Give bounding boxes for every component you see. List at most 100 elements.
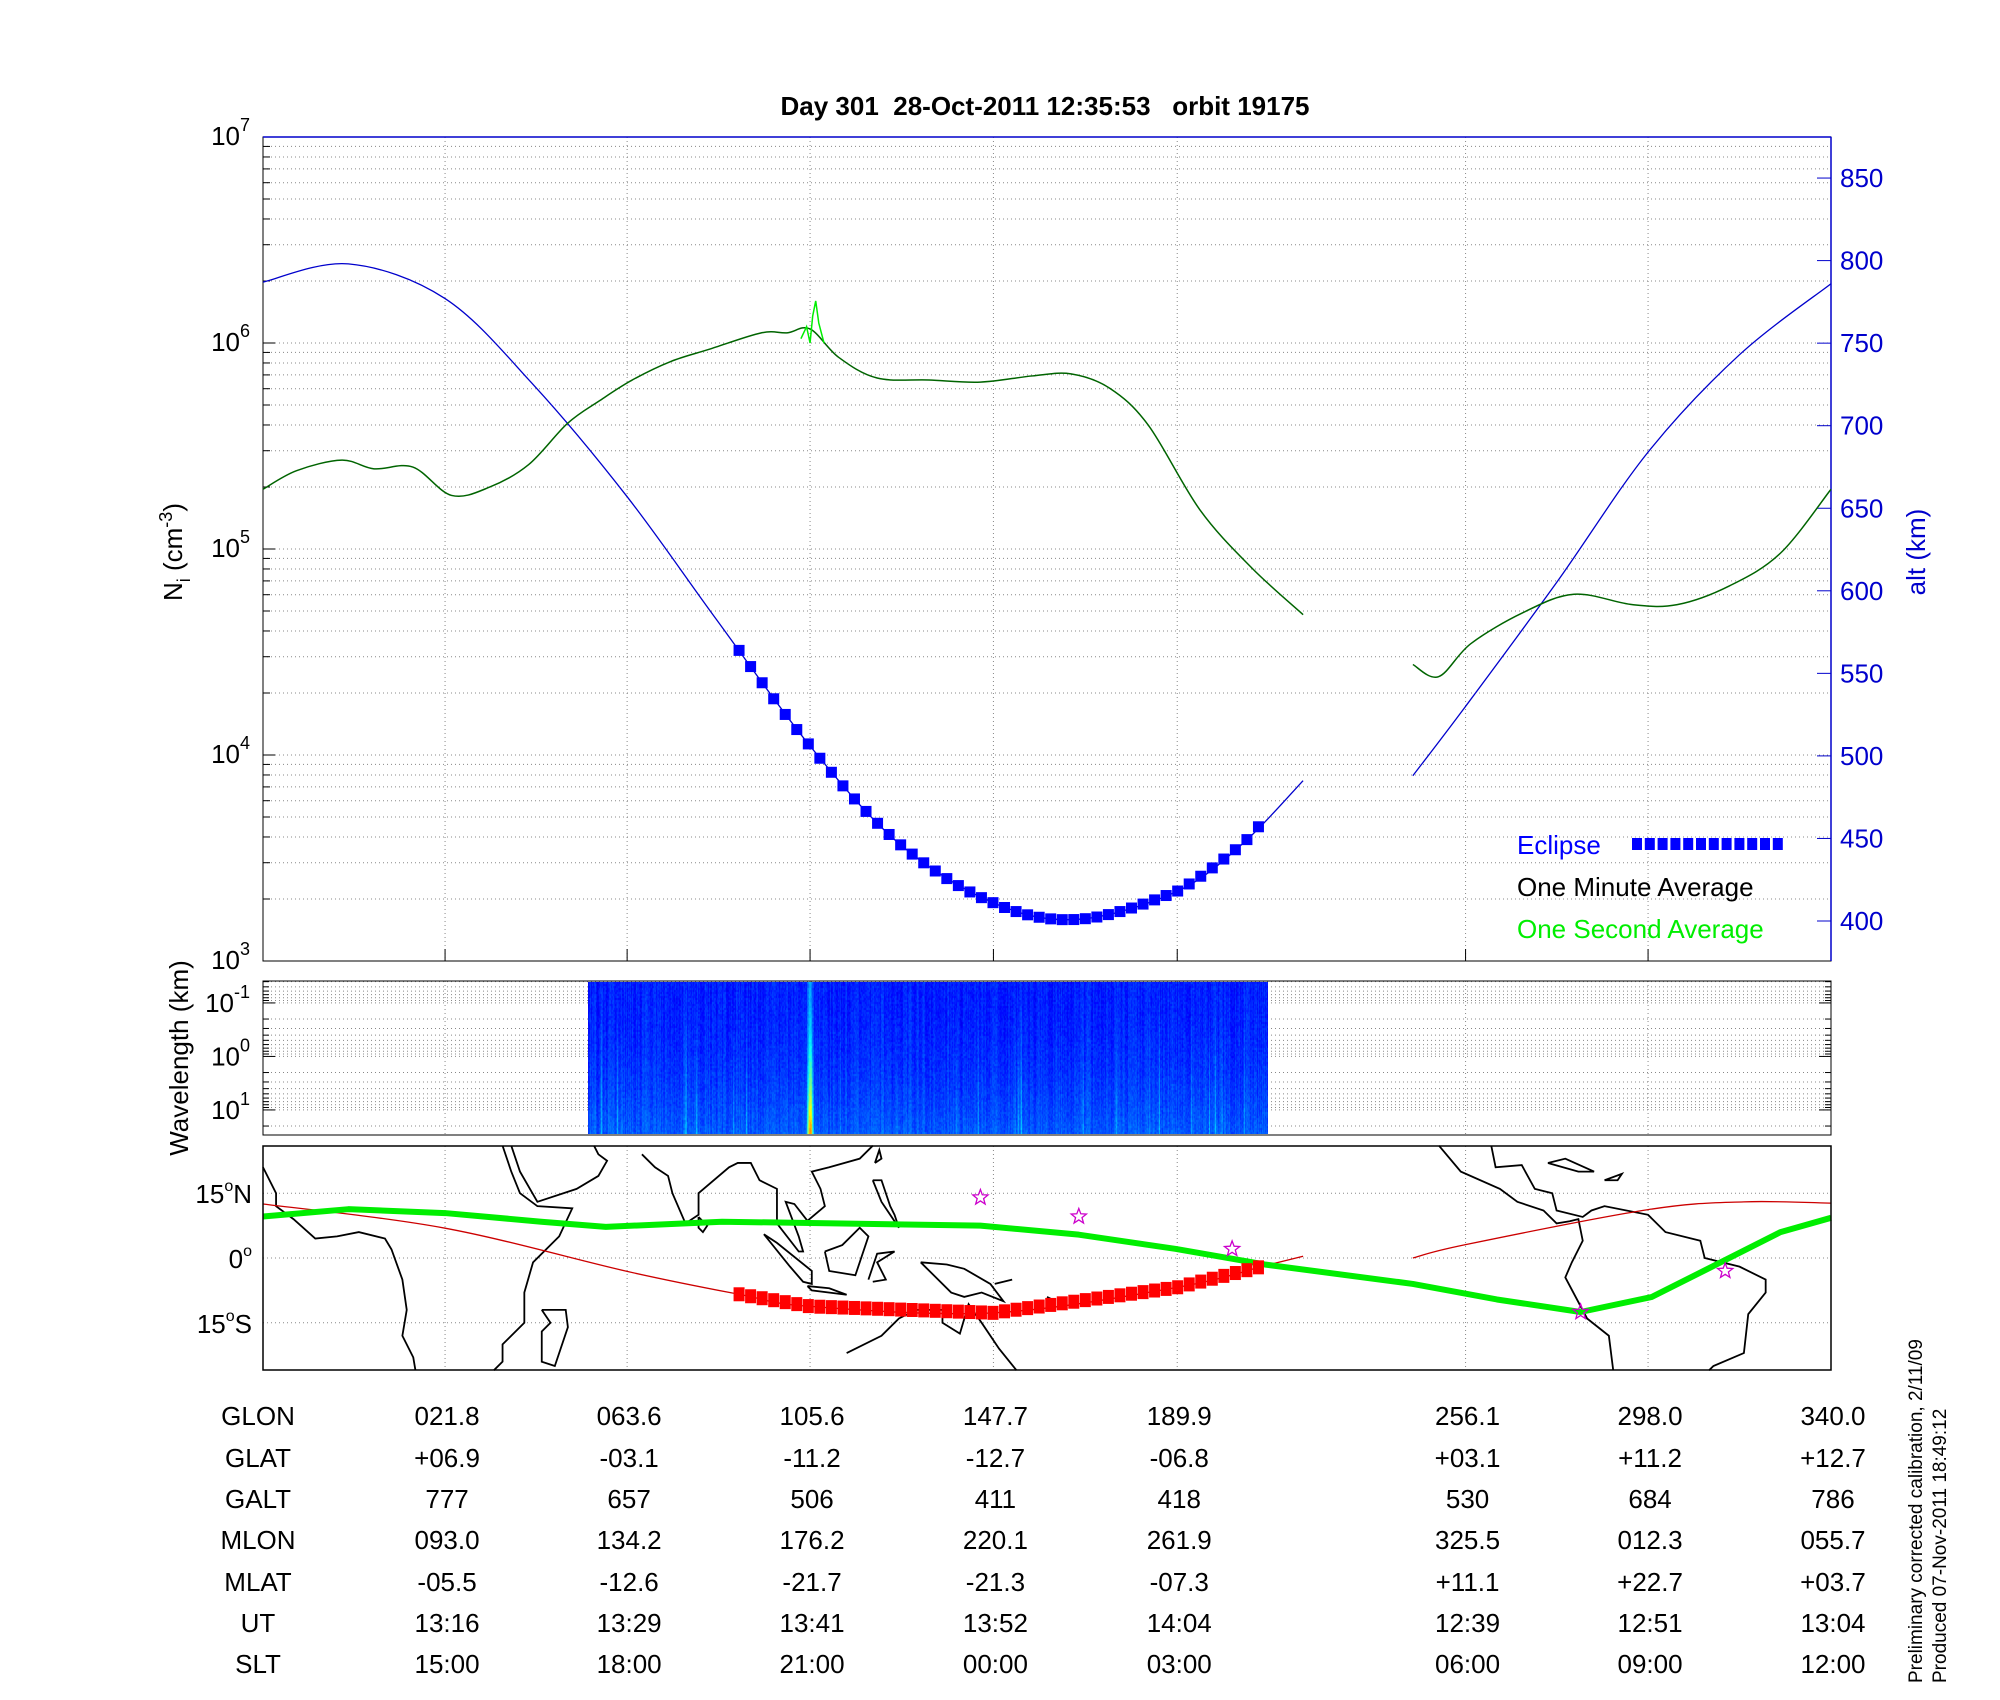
footer-line2: Produced 07-Nov-2011 18:49:12 xyxy=(1930,1409,1951,1683)
eclipse-marker xyxy=(895,839,907,851)
eclipse-track-marker xyxy=(791,1297,803,1312)
eclipse-marker xyxy=(779,708,791,720)
eclipse-track-marker xyxy=(1160,1281,1172,1296)
eclipse-marker xyxy=(825,766,837,778)
y-tick-base: 10 xyxy=(211,739,240,769)
coastline xyxy=(867,1250,896,1283)
eclipse-marker xyxy=(1183,878,1195,890)
table-cell: -21.7 xyxy=(782,1567,841,1597)
eclipse-marker xyxy=(1218,853,1230,865)
coastline xyxy=(994,1278,1013,1285)
y2-tick-label: 750 xyxy=(1840,328,1883,358)
table-cell: +03.7 xyxy=(1800,1567,1866,1597)
eclipse-marker xyxy=(814,752,826,764)
eclipse-track-marker xyxy=(1022,1301,1034,1316)
y2-tick-label: 550 xyxy=(1840,658,1883,688)
table-cell: 147.7 xyxy=(963,1401,1028,1431)
table-cell: +12.7 xyxy=(1800,1443,1866,1473)
table-cell: +11.1 xyxy=(1436,1567,1500,1597)
spectrogram-y-tick-label: 100 xyxy=(211,1035,250,1071)
table-cell: 13:16 xyxy=(415,1608,480,1638)
y-tick-exponent: 6 xyxy=(240,321,250,341)
table-cell: 13:41 xyxy=(780,1608,845,1638)
coastline xyxy=(540,1308,569,1368)
y-tick-exponent: 1 xyxy=(240,1089,250,1109)
legend-eclipse-marker xyxy=(1734,838,1745,850)
row-label-glat: GLAT xyxy=(225,1443,291,1473)
eclipse-track-marker xyxy=(745,1289,757,1304)
eclipse-track-marker xyxy=(848,1300,860,1315)
legend-eclipse-marker xyxy=(1670,838,1681,850)
y-tick-exponent: 7 xyxy=(240,115,250,135)
eclipse-track-marker xyxy=(1068,1294,1080,1309)
table-cell: 14:04 xyxy=(1147,1608,1212,1638)
eclipse-marker xyxy=(1114,906,1126,918)
coastline xyxy=(871,1179,900,1229)
coastline xyxy=(262,1166,417,1371)
eclipse-marker xyxy=(1033,911,1045,923)
y-tick-base: 10 xyxy=(211,1041,240,1071)
star-marker xyxy=(1715,1261,1735,1279)
altitude-line xyxy=(1412,283,1832,777)
table-cell: 105.6 xyxy=(780,1401,845,1431)
table-cell: 21:00 xyxy=(780,1649,845,1679)
eclipse-marker xyxy=(860,805,872,817)
eclipse-track-marker xyxy=(895,1302,907,1317)
eclipse-marker xyxy=(837,780,849,792)
eclipse-marker xyxy=(918,857,930,869)
table-cell: 13:52 xyxy=(963,1608,1028,1638)
eclipse-track-marker xyxy=(768,1293,780,1308)
y2-tick-label: 700 xyxy=(1840,411,1883,441)
table-cell: 530 xyxy=(1446,1484,1489,1514)
y2-tick-label: 450 xyxy=(1840,823,1883,853)
y-label-sub: i xyxy=(174,578,194,582)
table-cell: 18:00 xyxy=(597,1649,662,1679)
eclipse-marker xyxy=(1056,914,1068,926)
eclipse-marker xyxy=(999,901,1011,913)
table-cell: 055.7 xyxy=(1800,1525,1865,1555)
table-cell: 189.9 xyxy=(1147,1401,1212,1431)
table-cell: +06.9 xyxy=(414,1443,480,1473)
table-cell: 657 xyxy=(607,1484,650,1514)
coastline xyxy=(493,1145,574,1371)
y-label-unit-sup: -3 xyxy=(156,512,176,528)
y-tick-base: 10 xyxy=(211,1095,240,1125)
legend-eclipse-marker xyxy=(1747,838,1758,850)
spectrogram-y-tick-label: 10-1 xyxy=(205,982,250,1018)
eclipse-marker xyxy=(1010,906,1022,918)
row-label-glon: GLON xyxy=(221,1401,295,1431)
latitude-degrees: 15 xyxy=(197,1309,226,1339)
coastline xyxy=(1604,1171,1625,1182)
eclipse-marker xyxy=(1160,890,1172,902)
coastline xyxy=(920,1261,1007,1304)
table-cell: -12.6 xyxy=(599,1567,658,1597)
eclipse-marker xyxy=(756,677,768,689)
table-cell: 093.0 xyxy=(415,1525,480,1555)
eclipse-marker xyxy=(952,880,964,892)
map-frame xyxy=(262,1145,1832,1371)
table-cell: 411 xyxy=(975,1484,1016,1514)
y2-tick-label: 850 xyxy=(1840,163,1883,193)
table-cell: 12:51 xyxy=(1618,1608,1683,1638)
eclipse-marker xyxy=(1022,909,1034,921)
y-tick-exponent: 5 xyxy=(240,527,250,547)
y-tick-label: 107 xyxy=(211,115,250,151)
table-cell: 00:00 xyxy=(963,1649,1028,1679)
eclipse-track-marker xyxy=(1102,1289,1114,1304)
table-cell: +22.7 xyxy=(1617,1567,1683,1597)
degree-symbol: o xyxy=(226,1308,235,1325)
eclipse-track-marker xyxy=(1183,1277,1195,1292)
magnetic-equator-line xyxy=(262,1206,1832,1315)
eclipse-marker xyxy=(975,892,987,904)
y2-tick-label: 650 xyxy=(1840,493,1883,523)
spectrogram-frame xyxy=(262,980,1832,1136)
eclipse-marker xyxy=(1102,909,1114,921)
altitude-line xyxy=(262,263,1304,921)
table-cell: 15:00 xyxy=(415,1649,480,1679)
eclipse-track-marker xyxy=(1091,1291,1103,1306)
eclipse-track-marker xyxy=(837,1300,849,1315)
eclipse-marker xyxy=(1045,913,1057,925)
eclipse-marker xyxy=(872,817,884,829)
eclipse-track-marker xyxy=(802,1299,814,1314)
